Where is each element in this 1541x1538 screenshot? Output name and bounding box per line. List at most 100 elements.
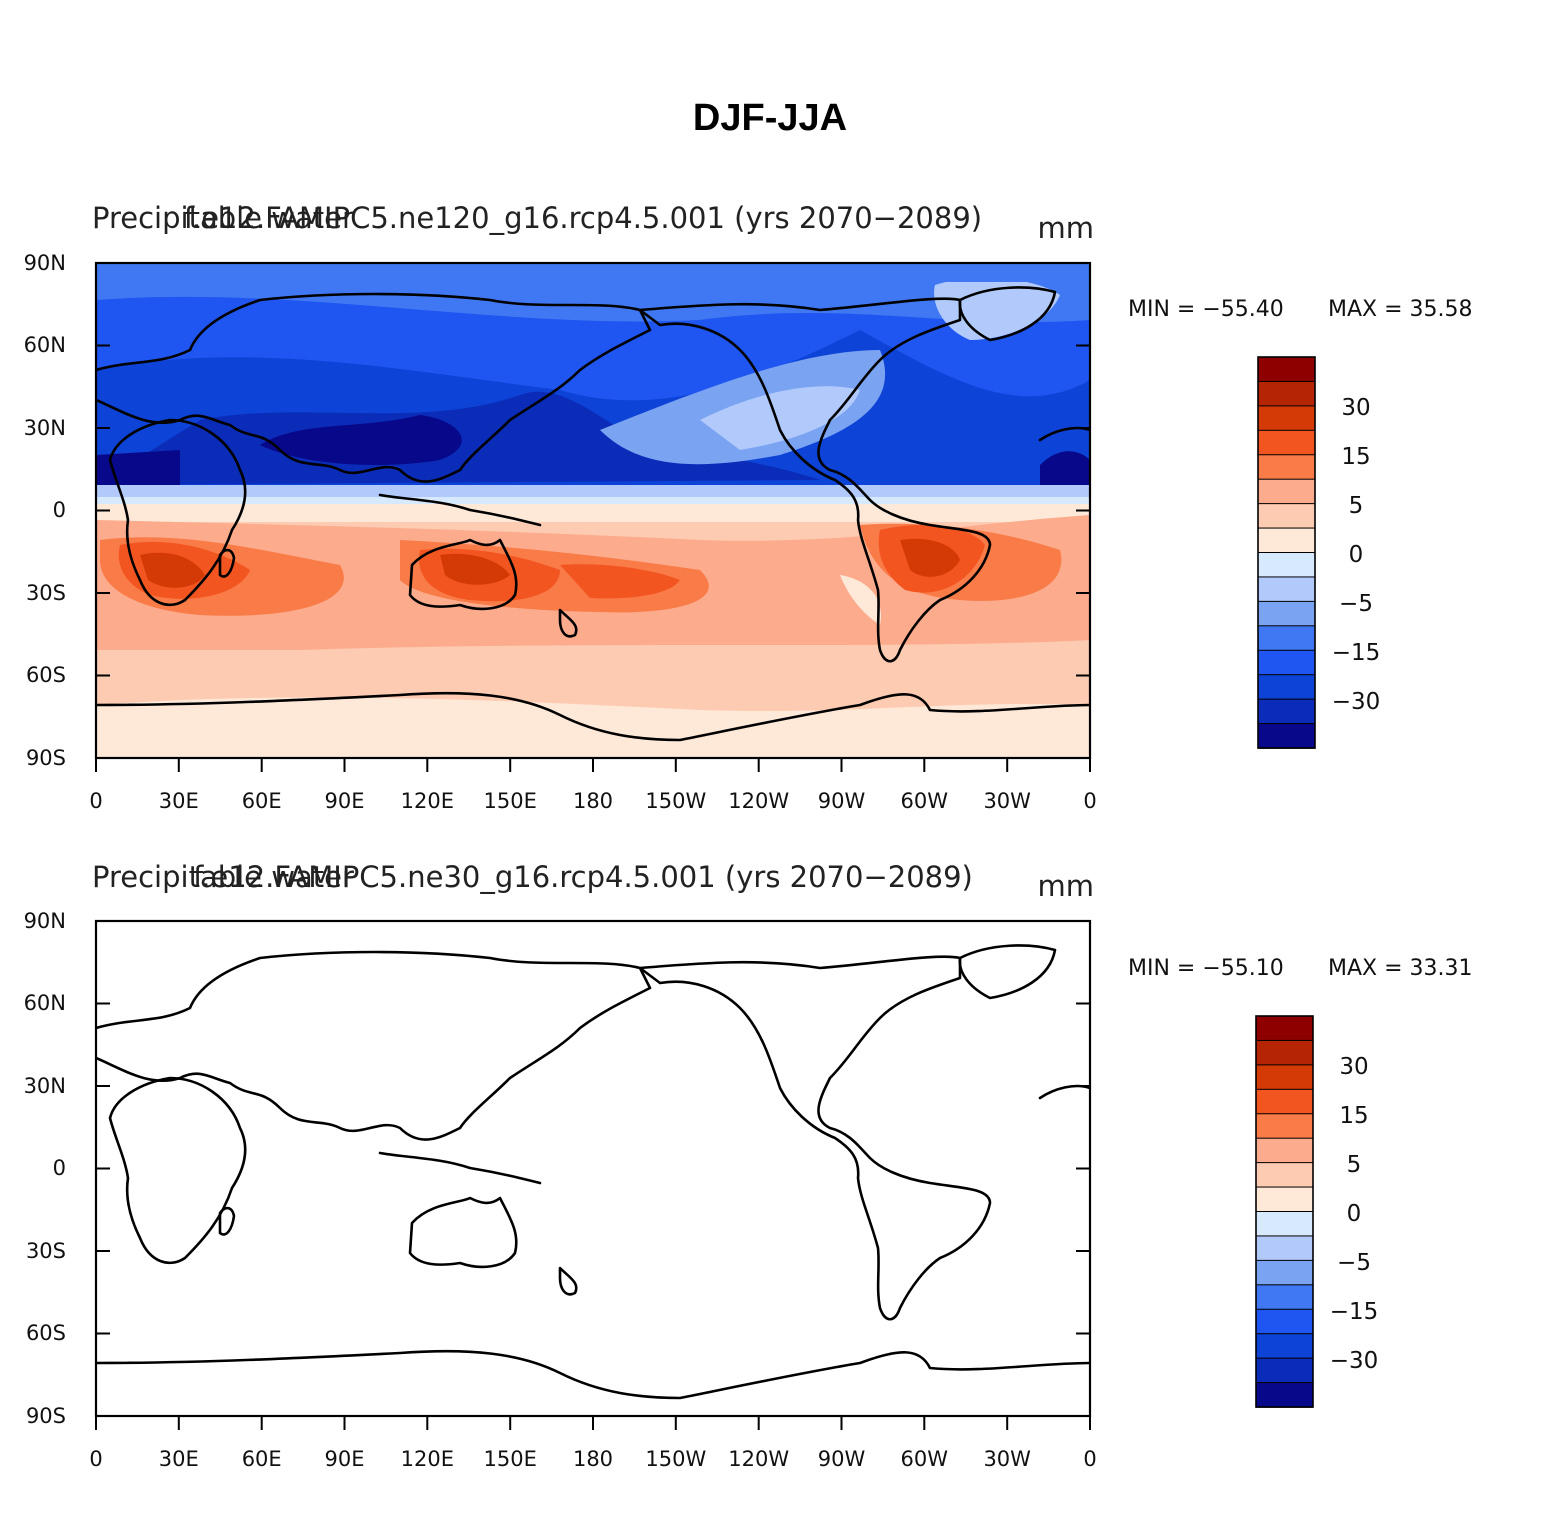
lat-labels: 90N 60N 30N 0 30S 60S 90S [24,909,66,1428]
colorbar-swatch [1257,625,1316,652]
colorbar-swatch [1257,698,1316,725]
colorbar-swatch [1257,674,1316,700]
lon-label: 180 [573,789,613,813]
map-frame [94,919,1092,1418]
colorbar-label: 5 [1347,1152,1362,1178]
colorbar-swatch [1257,454,1316,480]
colorbar-swatch [1255,1015,1314,1042]
contour-field [96,921,1090,1416]
colorbar-swatch [1255,1211,1314,1237]
colorbar-label: 30 [1339,1054,1368,1080]
lat-label: 90S [26,746,66,770]
contour-field [96,263,1090,758]
colorbar-swatch [1255,1259,1314,1286]
colorbar-swatch [1257,649,1316,676]
panel-left-title: Precipitable water [92,201,354,235]
colorbar-swatch [1255,1382,1314,1408]
colorbar-label: −30 [1332,689,1381,715]
colorbar-swatch [1257,356,1316,383]
colorbar-label: −5 [1339,591,1373,617]
panel-units: mm [1038,211,1095,245]
lon-label: 150W [645,1447,706,1471]
colorbar-swatch [1255,1162,1314,1188]
lat-label: 90N [24,909,66,933]
lon-label: 90E [325,789,365,813]
axis-ticks [95,920,1091,1430]
colorbar-swatch [1257,723,1316,749]
colorbar-label: 15 [1341,444,1370,470]
colorbar-swatch [1255,1235,1314,1262]
colorbar-swatch [1257,478,1316,505]
colorbar-swatch [1255,1064,1314,1091]
colorbar-label: 0 [1347,1201,1362,1227]
axis-ticks [95,262,1091,772]
colorbar-label: 30 [1341,395,1370,421]
panel-left-title: Precipitable water [92,860,354,894]
panel-center-title: f.e12.FAMIPC5.ne30_g16.rcp4.5.001 (yrs 2… [193,860,973,894]
colorbar-swatch [1255,1357,1314,1384]
lat-label: 90N [24,251,66,275]
lon-label: 0 [1083,1447,1096,1471]
lon-label: 0 [89,1447,102,1471]
colorbar-label: −30 [1330,1348,1379,1374]
lon-label: 60W [901,789,949,813]
colorbar-swatch [1257,527,1316,554]
lon-label: 0 [1083,789,1096,813]
lat-label: 0 [53,1156,66,1180]
panel-ne120: Precipitable water f.e12.FAMIPC5.ne120_g… [24,201,1473,813]
colorbar-frame [1257,356,1316,749]
colorbar-swatch [1257,429,1316,456]
max-value: MAX = 35.58 [1328,297,1473,322]
colorbar-swatch [1257,405,1316,432]
max-value: MAX = 33.31 [1328,956,1473,981]
colorbar-frame [1255,1015,1314,1408]
colorbar-swatch [1255,1333,1314,1359]
lon-labels: 0 30E 60E 90E 120E 150E 180 150W 120W 90… [89,1447,1096,1471]
lon-label: 0 [89,789,102,813]
lat-label: 30N [24,1074,66,1098]
colorbar-swatch [1255,1137,1314,1164]
lon-label: 30E [159,789,199,813]
coastline-outline [96,286,1090,742]
colorbar: 30 15 5 0 −5 −15 −30 [1257,356,1381,749]
lon-label: 30W [983,789,1031,813]
lon-label: 60E [242,789,282,813]
colorbar-swatch [1257,552,1316,578]
colorbar-swatch [1257,576,1316,603]
lon-labels: 0 30E 60E 90E 120E 150E 180 150W 120W 90… [89,789,1096,813]
colorbar-swatch [1257,600,1316,627]
lat-label: 90S [26,1404,66,1428]
lon-label: 90W [818,789,866,813]
coastline-outline [96,944,1090,1400]
colorbar-swatch [1255,1308,1314,1335]
colorbar-label: −15 [1332,640,1381,666]
colorbar-swatches [1255,1015,1314,1408]
colorbar-swatch [1257,380,1316,407]
lat-label: 60N [24,991,66,1015]
lon-label: 180 [573,1447,613,1471]
lon-label: 60W [901,1447,949,1471]
lon-label: 150E [484,789,537,813]
lat-label: 60N [24,333,66,357]
panel-center-title: f.e12.FAMIPC5.ne120_g16.rcp4.5.001 (yrs … [184,201,982,235]
colorbar-label: −15 [1330,1299,1379,1325]
lat-labels: 90N 60N 30N 0 30S 60S 90S [24,251,66,770]
lat-label: 60S [26,663,66,687]
lat-label: 30N [24,416,66,440]
colorbar-swatch [1255,1186,1314,1213]
colorbar-swatch [1257,503,1316,529]
lon-label: 120E [401,1447,454,1471]
lat-label: 60S [26,1321,66,1345]
panel-ne30: Precipitable water f.e12.FAMIPC5.ne30_g1… [24,860,1473,1471]
colorbar-label: −5 [1337,1250,1371,1276]
lat-label: 0 [53,498,66,522]
lat-label: 30S [26,1239,66,1263]
lon-label: 120W [728,789,789,813]
lat-label: 30S [26,581,66,605]
colorbar-label: 0 [1349,542,1364,568]
colorbar-swatch [1255,1088,1314,1115]
panel-units: mm [1038,869,1095,903]
colorbar: 30 15 5 0 −5 −15 −30 [1255,1015,1379,1408]
colorbar-label: 5 [1349,493,1364,519]
